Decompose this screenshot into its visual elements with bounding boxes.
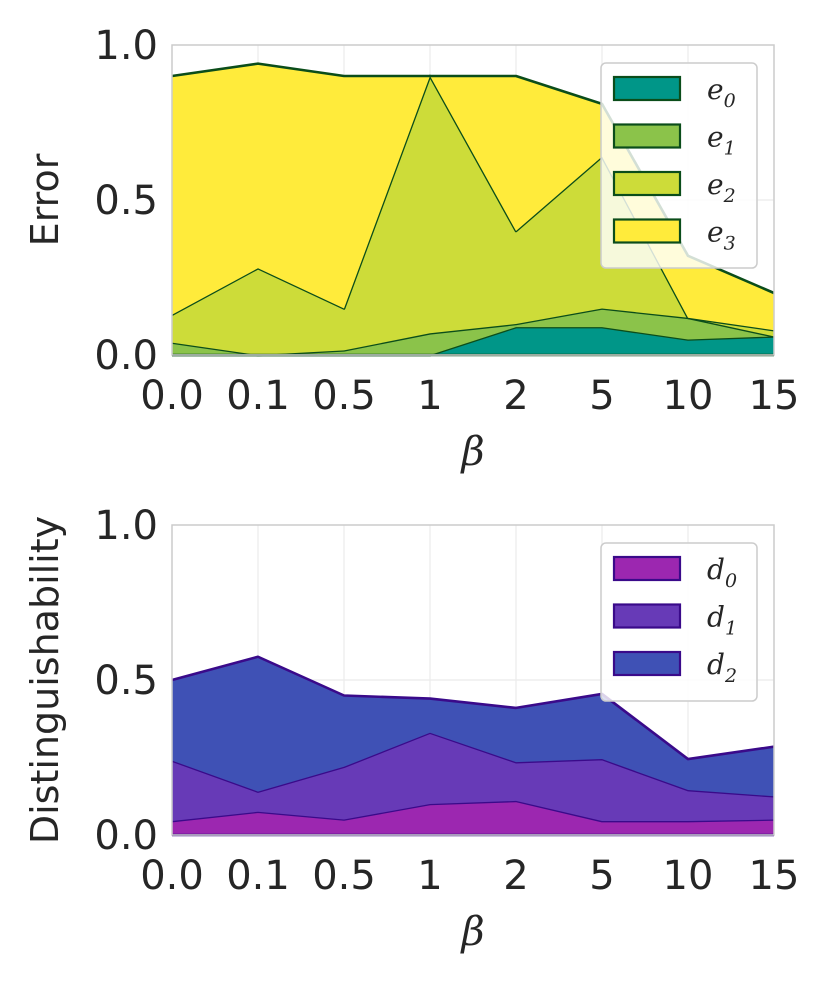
series-line-d2 (171, 655, 775, 761)
axes-frame (171, 524, 775, 836)
legend-swatch-e3 (612, 218, 682, 244)
x-tick-label: 1 (417, 853, 442, 899)
area-d2 (172, 656, 774, 797)
legend-swatch-d0 (612, 555, 682, 582)
chart-1: 0.0 0.1 0.5 1 2 5 10 150.00.51.0βDistinguishabi… (23, 503, 799, 955)
y-tick-label: 1.0 (94, 503, 158, 549)
x-tick-label: 1 (417, 373, 442, 419)
x-tick-label: 0.5 (312, 853, 376, 899)
legend-subscript: 3 (724, 233, 736, 255)
axes-frame (171, 44, 775, 356)
x-tick-label: 15 (749, 373, 800, 419)
y-axis-label: Distinguishability (23, 516, 67, 844)
x-tick-label: 0.1 (226, 853, 290, 899)
y-tick-label: 0.0 (94, 813, 158, 859)
y-axis-label: Error (23, 153, 67, 246)
y-tick-label: 0.0 (94, 333, 158, 379)
x-tick-label: 2 (503, 373, 528, 419)
y-tick-label: 0.5 (94, 658, 158, 704)
area-d1 (172, 732, 774, 822)
x-axis-label: β (459, 909, 484, 955)
area-e1 (172, 308, 774, 355)
x-tick-label: 15 (749, 853, 800, 899)
area-e2 (172, 76, 774, 355)
legend-swatch-d2 (612, 650, 682, 677)
legend-subscript: 2 (723, 185, 736, 207)
x-tick-label: 10 (663, 373, 714, 419)
legend-swatch-e1 (612, 123, 682, 149)
x-tick-label: 5 (589, 373, 614, 419)
legend-subscript: 1 (724, 138, 736, 160)
legend-subscript: 0 (725, 570, 737, 592)
legend-swatch-d1 (612, 603, 682, 629)
legend-label-d2: d2 (707, 648, 737, 687)
legend-subscript: 0 (724, 90, 736, 112)
area-e0 (172, 327, 774, 355)
x-tick-label: 0.5 (312, 373, 376, 419)
y-tick-label: 0.5 (94, 178, 158, 224)
area-e3 (172, 63, 774, 331)
x-tick-label: 10 (663, 853, 714, 899)
x-tick-label: 0.0 (140, 373, 204, 419)
legend-box (600, 62, 758, 269)
x-tick-label: 0.1 (226, 373, 290, 419)
x-axis-label: β (459, 429, 484, 475)
area-d0 (172, 800, 774, 835)
legend-subscript: 2 (724, 665, 737, 687)
x-tick-label: 0.0 (140, 853, 204, 899)
legend-swatch-e2 (612, 170, 682, 197)
legend-swatch-e0 (612, 75, 682, 102)
x-tick-label: 5 (589, 853, 614, 899)
legend-subscript: 1 (725, 618, 737, 640)
y-tick-label: 1.0 (94, 23, 158, 69)
x-tick-label: 2 (503, 853, 528, 899)
